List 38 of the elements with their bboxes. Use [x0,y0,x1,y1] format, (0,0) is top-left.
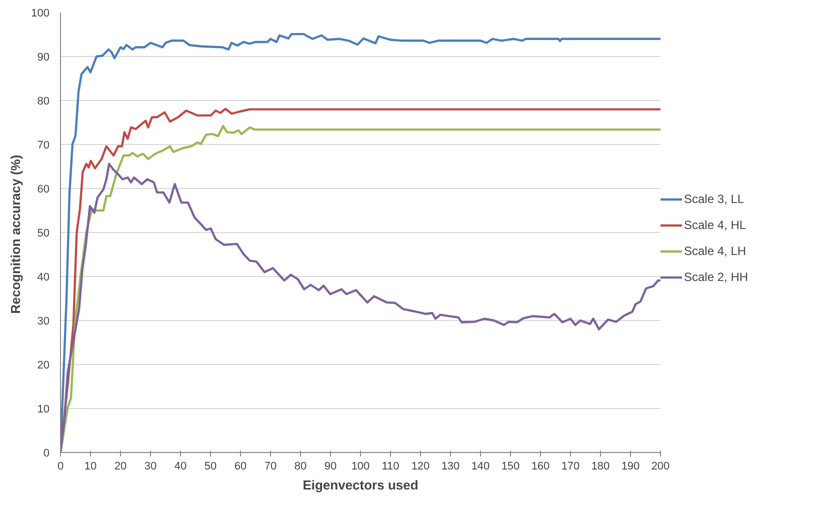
x-tick-label: 100 [351,460,370,472]
y-tick-label: 10 [37,404,50,416]
x-tick-label: 160 [531,460,550,472]
x-tick-label: 200 [651,460,670,472]
x-axis-title: Eigenvectors used [302,478,418,492]
y-tick-label: 30 [37,316,50,328]
y-tick-label: 40 [37,272,50,284]
x-tick-label: 90 [324,460,337,472]
x-tick-label: 10 [84,460,97,472]
x-tick-label: 110 [382,460,400,472]
y-tick-label: 20 [37,360,50,372]
x-tick-label: 120 [411,460,430,472]
x-tick-label: 30 [144,460,157,472]
x-tick-label: 140 [471,460,490,472]
y-tick-label: 70 [37,140,50,152]
x-tick-label: 50 [204,460,217,472]
x-tick-label: 170 [561,460,580,472]
y-tick-label: 80 [37,96,50,108]
x-tick-label: 180 [591,460,610,472]
x-tick-label: 40 [174,460,187,472]
x-tick-label: 70 [264,460,277,472]
y-tick-label: 50 [37,228,50,240]
y-tick-label: 0 [43,448,50,460]
y-axis-title: Recognition accuracy (%) [8,154,24,314]
x-tick-label: 20 [114,460,127,472]
x-tick-label: 190 [621,460,640,472]
y-tick-label: 90 [37,52,50,64]
x-tick-label: 60 [234,460,247,472]
legend-label: Scale 3, LL [684,192,744,206]
legend-label: Scale 4, LH [684,244,746,258]
x-tick-label: 150 [501,460,520,472]
y-tick-label: 60 [37,184,50,196]
legend-label: Scale 2, HH [684,270,748,284]
x-tick-label: 130 [441,460,460,472]
y-tick-label: 100 [31,8,50,20]
legend-label: Scale 4, HL [684,218,746,232]
x-tick-label: 0 [57,460,64,472]
x-tick-label: 80 [294,460,307,472]
